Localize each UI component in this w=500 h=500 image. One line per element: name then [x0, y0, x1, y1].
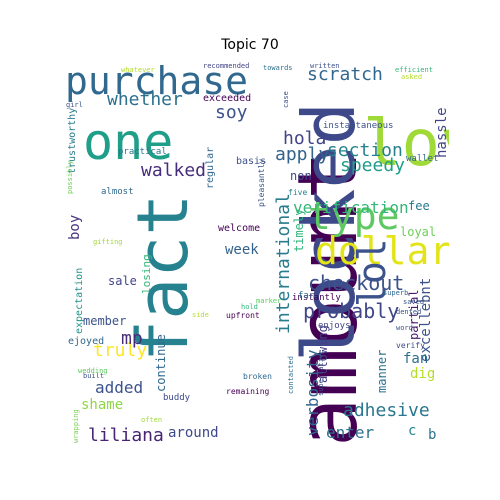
- cloud-word-dollar: dollar: [315, 229, 449, 273]
- cloud-word-type: type: [308, 194, 400, 238]
- cloud-word-instantly: instantly: [292, 293, 341, 303]
- cloud-word-often: often: [141, 416, 163, 424]
- cloud-word-non: non: [290, 169, 312, 183]
- cloud-word-sale: sale: [108, 274, 137, 288]
- cloud-word-pleasantly: pleasantly: [257, 158, 266, 207]
- cloud-word-member: member: [83, 314, 127, 328]
- cloud-word-side: side: [192, 311, 209, 319]
- cloud-word-mp: mp: [121, 328, 143, 349]
- cloud-word-case: case: [282, 91, 290, 108]
- cloud-word-shame: shame: [81, 397, 124, 413]
- cloud-word-superlative: superlative: [317, 349, 325, 396]
- cloud-word-word: word: [396, 324, 413, 332]
- cloud-word-continue: continue: [154, 334, 168, 392]
- figure-title: Topic 70: [221, 37, 279, 53]
- cloud-word-c: c: [408, 423, 417, 439]
- cloud-word-apply: apply: [275, 144, 330, 165]
- cloud-word-remaining: remaining: [226, 387, 270, 396]
- cloud-word-losing: losing: [140, 254, 153, 294]
- cloud-word-hassle: hassle: [434, 107, 449, 158]
- cloud-word-five: five: [288, 188, 308, 197]
- cloud-word-marker: marker: [256, 297, 282, 305]
- cloud-word-boy: boy: [67, 214, 83, 240]
- cloud-word-asked: asked: [401, 73, 423, 81]
- cloud-word-buddy: buddy: [163, 393, 191, 403]
- cloud-word-section: section: [327, 140, 403, 161]
- cloud-word-speedy: speedy: [340, 155, 406, 176]
- cloud-word-added: added: [95, 378, 144, 397]
- cloud-word-liliana: liliana: [88, 425, 164, 446]
- cloud-word-scratch: scratch: [307, 64, 383, 85]
- cloud-word-towards: towards: [263, 64, 293, 72]
- cloud-word-dented: dented: [396, 308, 422, 316]
- cloud-word-probably: probably: [303, 299, 400, 323]
- cloud-word-b: b: [428, 427, 437, 443]
- cloud-word-efficient: efficient: [395, 66, 433, 74]
- cloud-word-contacted: contacted: [287, 356, 295, 394]
- cloud-word-loyal: loyal: [400, 225, 437, 239]
- cloud-word-exceeded: exceeded: [203, 93, 252, 104]
- cloud-word-whatever: whatever: [121, 66, 155, 74]
- cloud-word-far: far: [298, 291, 315, 301]
- cloud-word-around: around: [168, 425, 219, 441]
- cloud-word-adhesive: adhesive: [343, 400, 430, 421]
- cloud-word-whether: whether: [107, 89, 183, 110]
- cloud-word-written: written: [310, 62, 340, 70]
- cloud-word-verification: verification: [293, 198, 409, 217]
- cloud-word-almost: almost: [101, 187, 134, 197]
- cloud-word-practical: practical: [118, 147, 167, 157]
- cloud-word-ejoyed: ejoyed: [68, 336, 105, 347]
- cloud-word-verify: verify: [396, 341, 425, 350]
- cloud-word-regular: regular: [205, 146, 216, 189]
- cloud-word-recommended: recommended: [203, 62, 250, 70]
- cloud-word-wallet: wallet: [406, 154, 439, 164]
- cloud-word-truly: truly: [93, 340, 148, 361]
- cloud-word-hold: hold: [241, 303, 258, 311]
- cloud-word-saved: saved: [403, 298, 425, 306]
- cloud-word-timely: timely: [292, 208, 306, 252]
- cloud-word-built: built: [83, 372, 105, 380]
- cloud-word-possibly: possibly: [66, 160, 74, 194]
- cloud-word-welcome: welcome: [218, 223, 261, 234]
- cloud-word-manner: manner: [375, 349, 389, 393]
- cloud-word-superb: superb: [383, 289, 409, 297]
- cloud-word-enjoys: enjoys: [318, 321, 351, 331]
- cloud-word-wrapping: wrapping: [72, 409, 80, 443]
- cloud-word-wedding: wedding: [78, 367, 108, 375]
- cloud-word-love: love: [363, 107, 449, 181]
- cloud-word-broken: broken: [243, 372, 272, 381]
- cloud-word-fan: fan: [403, 351, 429, 367]
- cloud-word-one: one: [83, 113, 174, 171]
- cloud-word-enter: enter: [326, 423, 375, 442]
- cloud-word-fee: fee: [408, 199, 430, 213]
- cloud-word-expectation: expectation: [74, 267, 85, 334]
- word-cloud: amountlockedfactloveonepurchasetypedolla…: [63, 62, 449, 448]
- cloud-word-instantaneous: instantaneous: [323, 121, 394, 131]
- cloud-word-walked: walked: [141, 160, 207, 181]
- cloud-word-upfront: upfront: [226, 311, 260, 320]
- cloud-word-purchase: purchase: [65, 62, 249, 103]
- cloud-word-week: week: [225, 242, 259, 258]
- cloud-word-hola: hola: [283, 128, 327, 149]
- cloud-word-checkout: checkout: [308, 271, 405, 295]
- cloud-word-international: international: [273, 193, 294, 334]
- cloud-word-dig: dig: [410, 366, 436, 382]
- cloud-word-soy: soy: [215, 102, 248, 123]
- cloud-word-basis: basis: [236, 156, 267, 167]
- cloud-word-gifting: gifting: [93, 238, 123, 246]
- cloud-word-girl: girl: [66, 101, 83, 109]
